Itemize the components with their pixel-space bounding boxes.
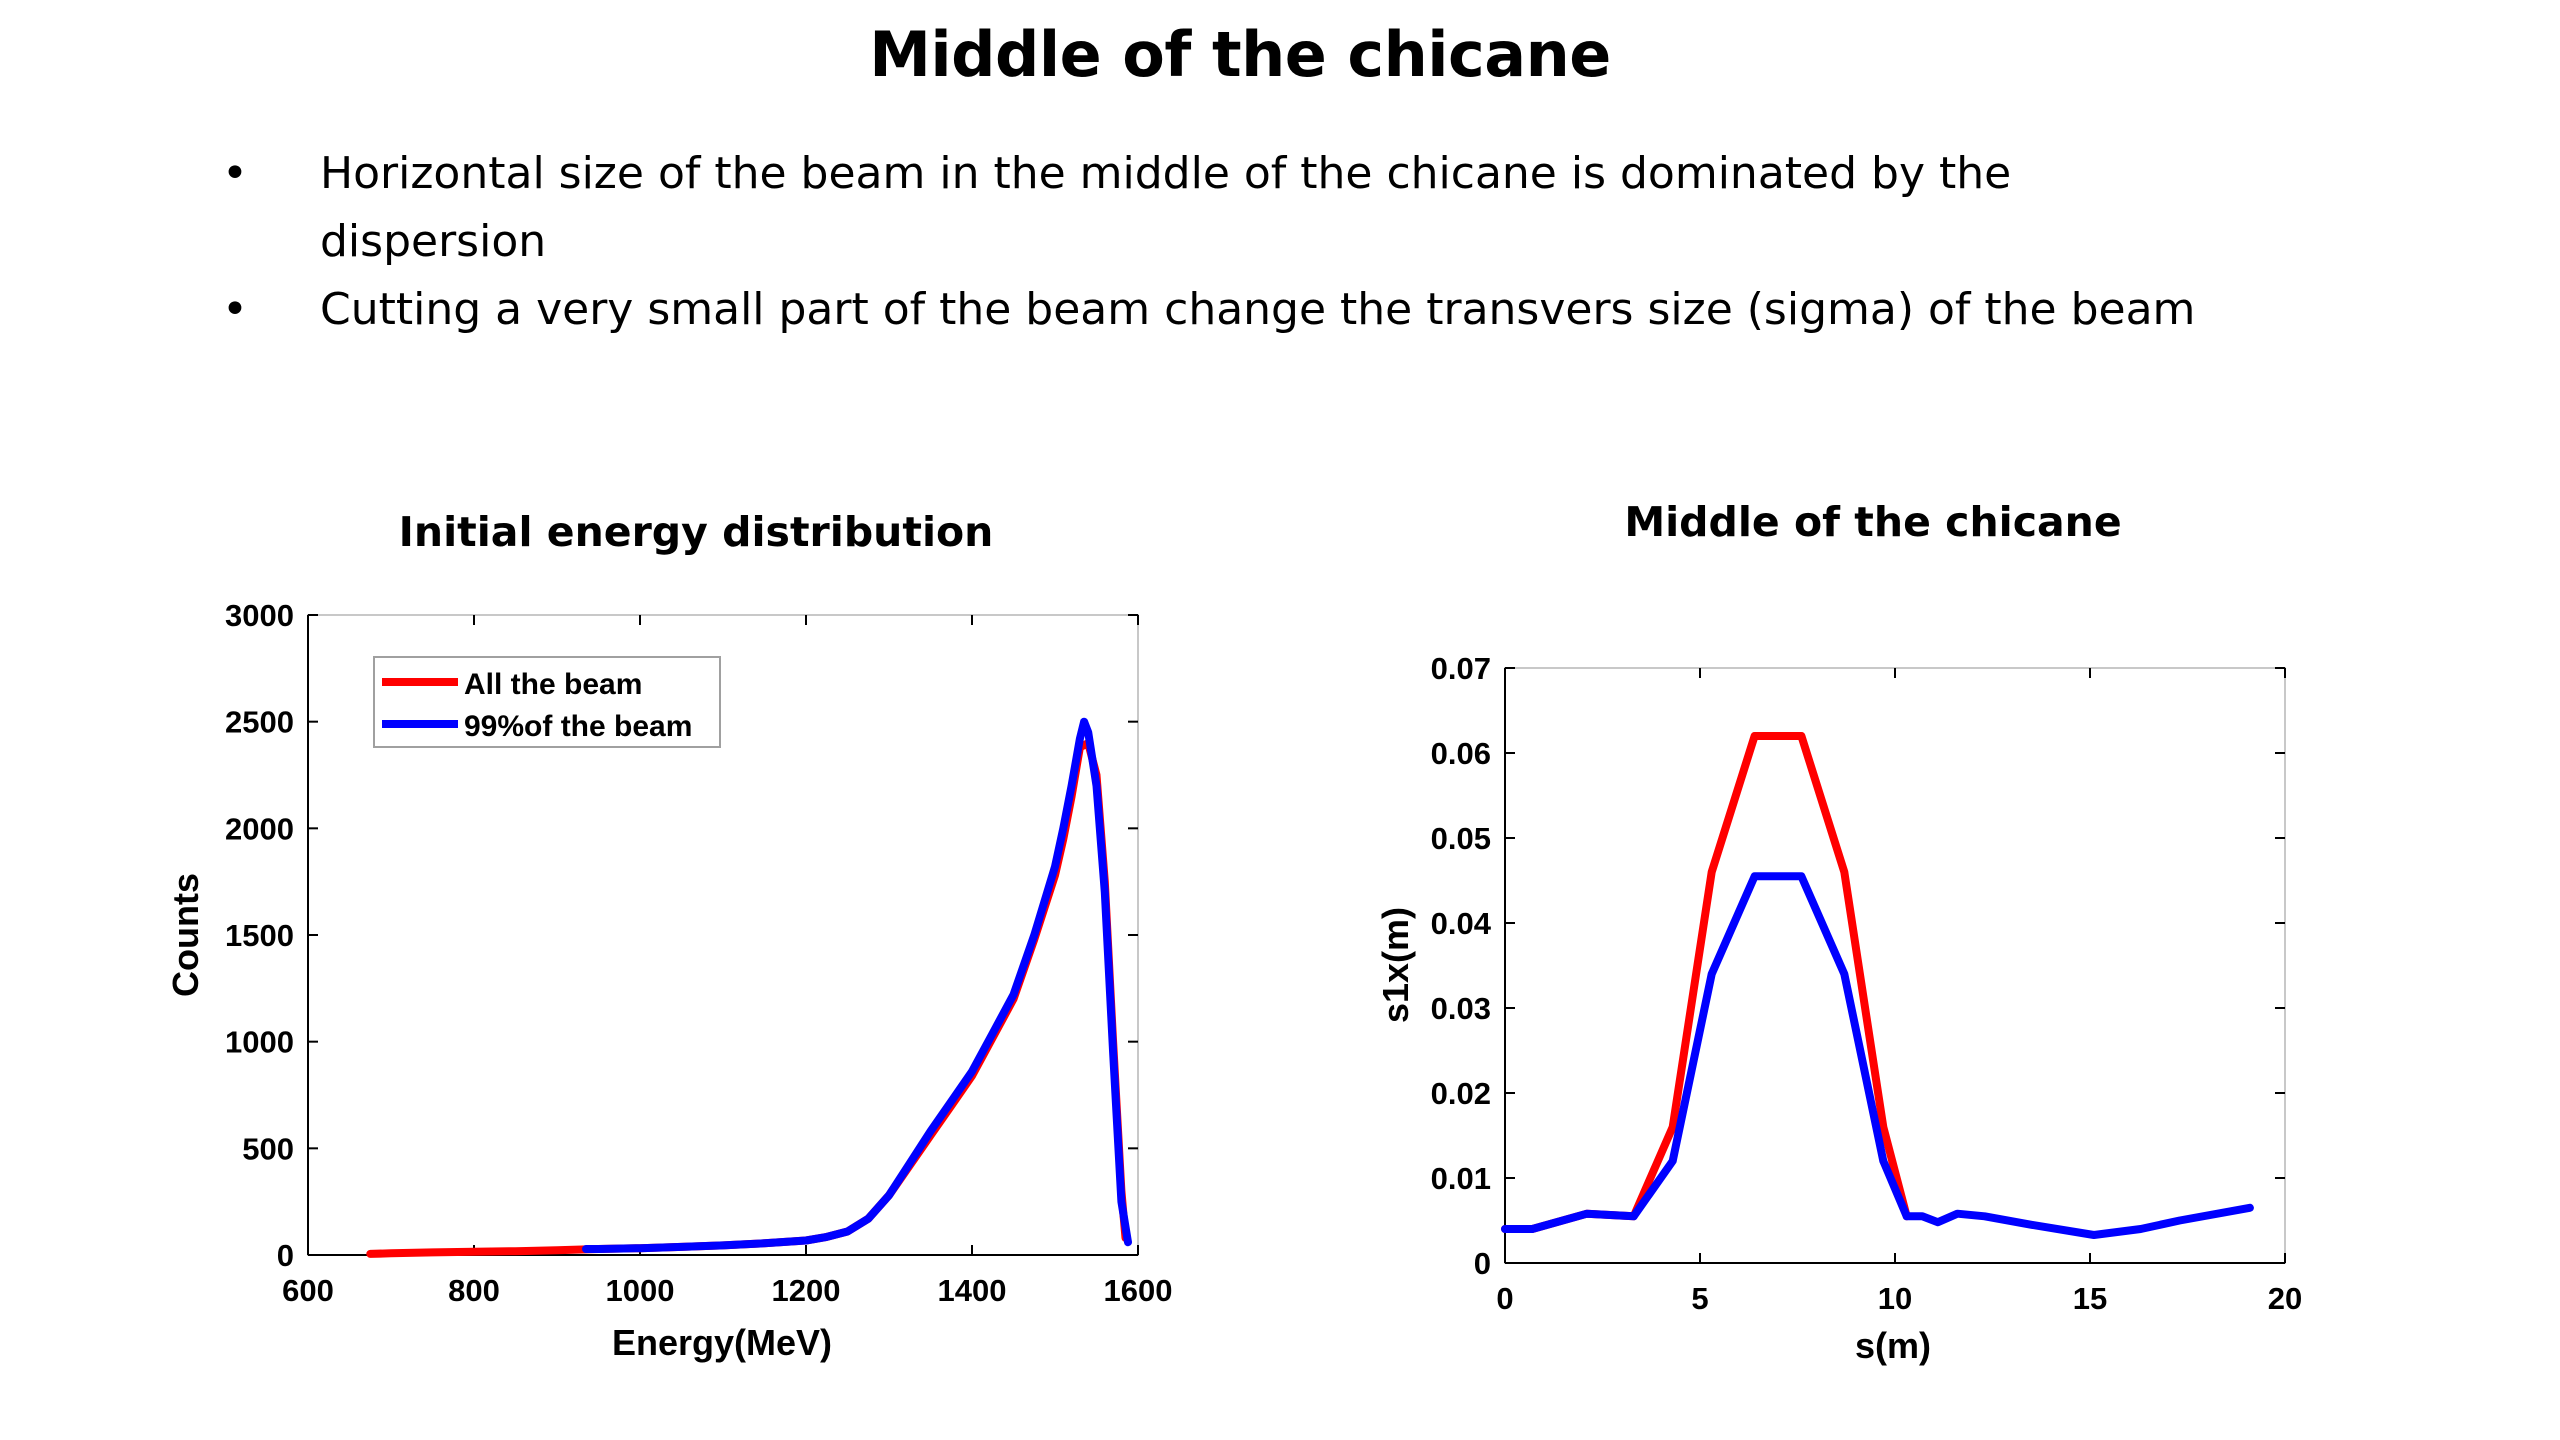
y-axis: 0 500 1000 1500 2000 2500 3000 xyxy=(225,598,1138,1273)
x-tick-label: 1200 xyxy=(772,1273,841,1308)
y-tick-label: 0.02 xyxy=(1431,1076,1491,1111)
x-axis: 600 800 1000 1200 1400 1600 xyxy=(282,615,1172,1308)
chart-energy-distribution: Initial energy distribution 0 500 1000 1500… xyxy=(165,508,1172,1363)
y-axis: 0 0.01 0.02 0.03 0.04 0.05 0.06 0.07 xyxy=(1431,651,2285,1281)
x-tick-label: 800 xyxy=(448,1273,500,1308)
bullet-item: • Horizontal size of the beam in the mid… xyxy=(220,140,2460,276)
series-line-99-beam xyxy=(1501,872,2254,1239)
y-tick-label: 1000 xyxy=(225,1025,294,1060)
chart-title: Middle of the chicane xyxy=(1624,498,2121,546)
bullet-list: • Horizontal size of the beam in the mid… xyxy=(220,140,2460,344)
x-axis-label: s(m) xyxy=(1855,1325,1931,1366)
y-tick-label: 3000 xyxy=(225,598,294,633)
x-tick-label: 5 xyxy=(1691,1281,1708,1316)
x-tick-label: 0 xyxy=(1496,1281,1513,1316)
chart-title: Initial energy distribution xyxy=(399,508,994,556)
x-tick-label: 15 xyxy=(2073,1281,2107,1316)
bullet-marker: • xyxy=(222,148,248,199)
x-tick-label: 600 xyxy=(282,1273,334,1308)
bullet-marker: • xyxy=(222,284,248,335)
x-tick-label: 1600 xyxy=(1104,1273,1173,1308)
bullet-text: Cutting a very small part of the beam ch… xyxy=(320,284,2196,335)
y-tick-label: 500 xyxy=(242,1131,294,1166)
y-tick-label: 2000 xyxy=(225,811,294,846)
x-tick-label: 20 xyxy=(2268,1281,2302,1316)
legend-box xyxy=(373,656,721,748)
series-lines xyxy=(366,717,1132,1258)
chart-chicane-size: Middle of the chicane 00.010.020.030.040… xyxy=(1375,498,2302,1366)
y-axis-label: Counts xyxy=(165,873,206,997)
y-tick-label: 0 xyxy=(1474,1246,1491,1281)
y-tick-label: 0.06 xyxy=(1431,736,1491,771)
y-axis-label: s1x(m) xyxy=(1375,907,1416,1023)
y-tick-label: 0.04 xyxy=(1431,906,1492,941)
x-axis-label: Energy(MeV) xyxy=(612,1322,832,1363)
y-tick-label: 2500 xyxy=(225,705,294,740)
series-lines xyxy=(1501,732,2254,1239)
y-tick-label: 0.03 xyxy=(1431,991,1491,1026)
bullet-item: • Cutting a very small part of the beam … xyxy=(220,276,2460,344)
legend-label-all-beam: All the beam xyxy=(464,668,642,701)
y-tick-label: 1500 xyxy=(225,918,294,953)
slide-title: Middle of the chicane xyxy=(869,18,1611,91)
legend: All the beam 99%of the beam xyxy=(373,656,721,748)
y-tick-label: 0.01 xyxy=(1431,1161,1491,1196)
x-tick-label: 10 xyxy=(1878,1281,1912,1316)
series-line-99-beam xyxy=(582,717,1132,1253)
y-tick-label: 0 xyxy=(277,1238,294,1273)
y-tick-label: 0.05 xyxy=(1431,821,1491,856)
bullet-text: Horizontal size of the beam in the middl… xyxy=(320,148,2012,267)
x-axis: 0 5 10 15 20 xyxy=(1496,668,2302,1316)
x-tick-label: 1400 xyxy=(938,1273,1007,1308)
x-tick-label: 1000 xyxy=(606,1273,675,1308)
y-tick-label: 0.07 xyxy=(1431,651,1491,686)
legend-label-99-beam: 99%of the beam xyxy=(464,710,692,743)
